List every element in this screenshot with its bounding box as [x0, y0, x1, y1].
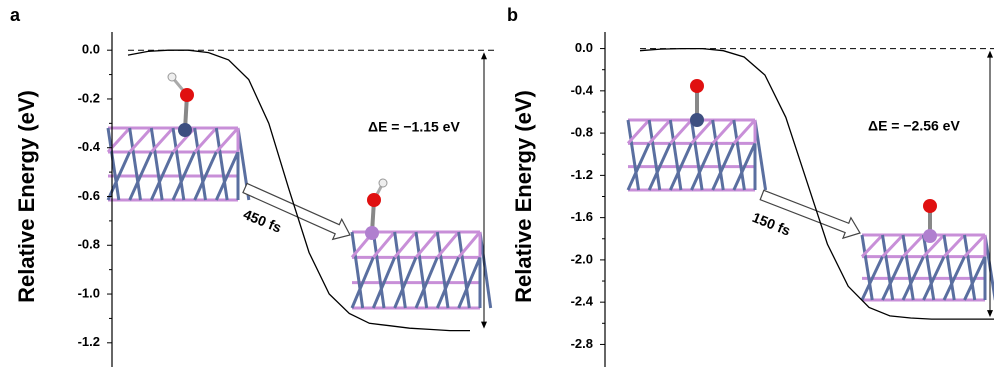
o-atom: [367, 193, 381, 207]
y-tick-label: -2.4: [571, 294, 594, 309]
y-tick-label: -1.6: [571, 209, 593, 224]
y-tick-label: -0.8: [571, 125, 593, 140]
bond: [755, 120, 766, 190]
panel-label: b: [507, 5, 518, 25]
y-tick-label: -2.0: [571, 251, 593, 266]
surface-atom: [178, 123, 192, 137]
y-tick-label: -1.2: [78, 334, 100, 349]
delta-e-label: ΔE = −1.15 eV: [368, 119, 460, 135]
y-tick-label: -1.2: [571, 167, 593, 182]
y-tick-label: -0.4: [78, 139, 101, 154]
y-axis-label: Relative Energy (eV): [511, 90, 536, 303]
y-tick-label: -0.2: [78, 90, 100, 105]
y-tick-label: 0.0: [575, 40, 593, 55]
panel-label: a: [10, 5, 21, 25]
surface-atom: [365, 226, 379, 240]
surface-atom: [690, 113, 704, 127]
panel-a: 0.0 -0.2 -0.4 -0.6 -0.8 -1.0 -1.2 Relative Ener…: [0, 0, 497, 367]
y-tick-label: -0.6: [78, 188, 100, 203]
time-label: 150 fs: [750, 209, 793, 239]
y-tick-label: -1.0: [78, 285, 100, 300]
y-tick-label: -2.8: [571, 336, 593, 351]
o-atom: [180, 88, 194, 102]
y-axis-label: Relative Energy (eV): [14, 90, 39, 303]
bond: [480, 232, 491, 308]
surface-atom: [923, 229, 937, 243]
o-atom: [923, 199, 937, 213]
h-atom: [379, 179, 387, 187]
delta-e-label: ΔE = −2.56 eV: [868, 118, 960, 134]
panel-b: 0.0 -0.4 -0.8 -1.2 -1.6 -2.0 -2.4 -2.8 Relative …: [497, 0, 994, 367]
page: 0.0 -0.2 -0.4 -0.6 -0.8 -1.0 -1.2 Relative Ener…: [0, 0, 994, 367]
h-atom: [168, 73, 176, 81]
time-label: 450 fs: [241, 206, 284, 236]
y-tick-label: 0.0: [82, 42, 100, 57]
lattice: [862, 235, 994, 300]
lattice: [108, 128, 249, 200]
y-tick-label: -0.8: [78, 237, 100, 252]
o-atom: [690, 79, 704, 93]
energy-curve: [128, 50, 470, 330]
y-tick-label: -0.4: [571, 82, 594, 97]
lattice: [352, 232, 491, 308]
lattice: [628, 120, 766, 190]
